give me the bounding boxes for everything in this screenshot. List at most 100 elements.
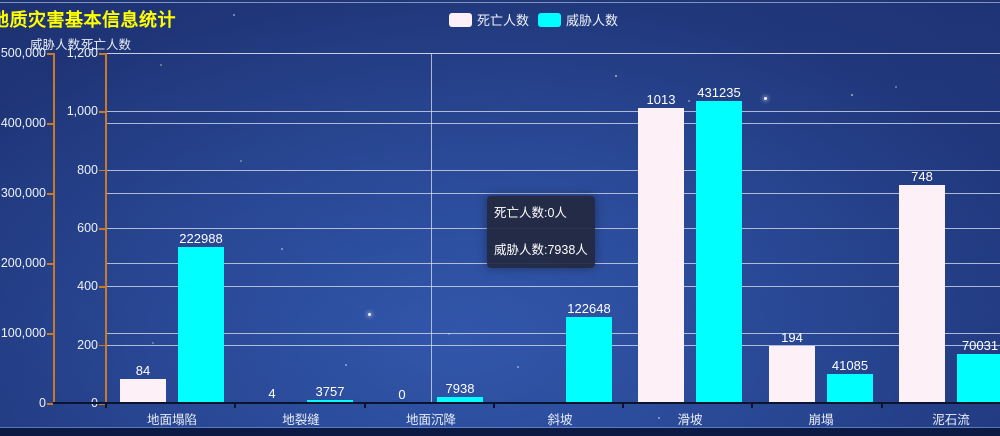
star-dot: [615, 75, 617, 77]
x-category-label-1: 地裂缝: [282, 413, 320, 427]
star-dot: [233, 14, 235, 16]
x-category-label-6: 泥石流: [932, 413, 970, 427]
y-axis-tick: [99, 169, 105, 172]
x-category-label-4: 滑坡: [677, 413, 703, 427]
x-axis-tick: [751, 404, 754, 408]
panel-bottom-strip: [0, 428, 1000, 436]
threat-bar-5[interactable]: [827, 374, 873, 403]
threat-bar-3[interactable]: [566, 317, 612, 403]
y-tick-label: 200: [77, 337, 98, 352]
star-dot: [160, 64, 162, 66]
death-bar-5[interactable]: [769, 346, 815, 403]
threat-bar-6[interactable]: [957, 353, 1000, 403]
star-dot: [658, 417, 660, 419]
legend-swatch-threat: [538, 12, 562, 27]
bar-value-label: 0: [398, 387, 406, 402]
y-axis-tick: [99, 228, 105, 230]
star-dot: [368, 313, 371, 316]
star-dot: [448, 333, 450, 335]
death-bar-4[interactable]: [638, 107, 684, 403]
y-axis-name-threat: 威胁人数: [29, 38, 80, 52]
gridline: [105, 344, 1000, 346]
legend-label-threat: 威胁人数: [566, 13, 619, 28]
y-tick-label: 400,000: [0, 116, 46, 130]
y-axis-tick: [99, 111, 105, 113]
y-tick-label: 600: [77, 221, 98, 235]
gridline: [105, 111, 1000, 113]
y-tick-label: 500,000: [0, 46, 46, 60]
tooltip: 死亡人数:0人 威胁人数:7938人: [487, 196, 595, 268]
y-axis-tick: [47, 123, 53, 125]
bar-value-label: 1013: [646, 91, 676, 107]
star-dot: [517, 366, 519, 368]
bar-value-label: 222988: [179, 230, 223, 246]
y-axis-tick: [47, 53, 53, 55]
y-axis-name-deaths: 死亡人数: [80, 38, 131, 52]
panel-top-border: [0, 2, 1000, 3]
gridline: [105, 169, 1000, 171]
x-axis-tick: [880, 404, 883, 408]
chart-title: 地质灾害基本信息统计: [0, 10, 176, 30]
y-tick-label: 0: [39, 396, 46, 410]
death-bar-0[interactable]: [120, 378, 166, 403]
bar-value-label: 3757: [315, 384, 345, 400]
y-tick-label: 100,000: [0, 326, 46, 340]
bar-value-label: 41085: [831, 358, 869, 374]
tooltip-deaths-line: 死亡人数:0人: [494, 206, 567, 220]
star-dot: [240, 160, 242, 162]
bar-value-label: 122648: [567, 301, 611, 317]
star-dot: [152, 342, 154, 344]
y-axis-tick: [99, 344, 105, 347]
y-tick-label: 400: [77, 279, 98, 294]
y-axis-tick: [99, 286, 105, 288]
threat-bar-2[interactable]: [437, 397, 483, 403]
y-axis-tick: [99, 53, 105, 55]
y-axis-line-1: [105, 53, 107, 403]
star-dot: [851, 94, 853, 96]
gridline: [105, 53, 1000, 54]
bar-value-label: 431235: [697, 85, 741, 101]
y-axis-tick: [47, 333, 53, 335]
gridline: [105, 193, 1000, 194]
x-category-label-3: 斜坡: [547, 413, 573, 427]
star-dot: [764, 97, 767, 100]
legend-item-deaths[interactable]: 死亡人数: [449, 10, 529, 29]
legend-item-threat[interactable]: 威胁人数: [538, 10, 618, 29]
gridline: [105, 333, 1000, 334]
axis-pointer-line: [430, 53, 432, 403]
x-axis-tick: [105, 404, 107, 408]
y-tick-label: 200,000: [0, 256, 46, 270]
y-tick-label: 1,200: [66, 46, 98, 60]
x-category-label-5: 崩塌: [808, 413, 834, 427]
y-axis-tick: [47, 403, 53, 405]
y-axis-tick: [47, 193, 53, 195]
tooltip-threat-line: 威胁人数:7938人: [494, 243, 588, 257]
star-dot: [345, 364, 347, 366]
panel-bottom-border: [0, 427, 1000, 428]
legend-swatch-deaths: [449, 12, 472, 27]
x-category-label-2: 地面沉降: [405, 413, 456, 427]
gridline: [105, 286, 1000, 288]
bar-value-label: 7938: [445, 381, 475, 397]
y-axis-line-0: [53, 53, 55, 403]
x-axis-tick: [622, 404, 625, 408]
bar-value-label: 84: [135, 362, 151, 378]
threat-bar-4[interactable]: [696, 101, 742, 403]
gridline: [105, 123, 1000, 124]
y-tick-label: 1,000: [66, 104, 98, 119]
legend: 死亡人数 威胁人数: [449, 10, 618, 29]
bar-value-label: 194: [781, 330, 803, 346]
bar-value-label: 4: [268, 385, 276, 401]
bar-value-label: 748: [911, 168, 933, 184]
threat-bar-0[interactable]: [178, 246, 224, 403]
threat-bar-1[interactable]: [307, 400, 353, 403]
y-tick-label: 300,000: [0, 186, 46, 200]
legend-label-deaths: 死亡人数: [477, 13, 530, 28]
x-axis-line: [53, 402, 1000, 404]
y-axis-tick: [47, 263, 53, 265]
bar-value-label: 70031: [961, 337, 999, 353]
x-axis-tick: [492, 404, 495, 408]
x-category-label-0: 地面塌陷: [146, 413, 197, 427]
death-bar-6[interactable]: [899, 184, 945, 403]
